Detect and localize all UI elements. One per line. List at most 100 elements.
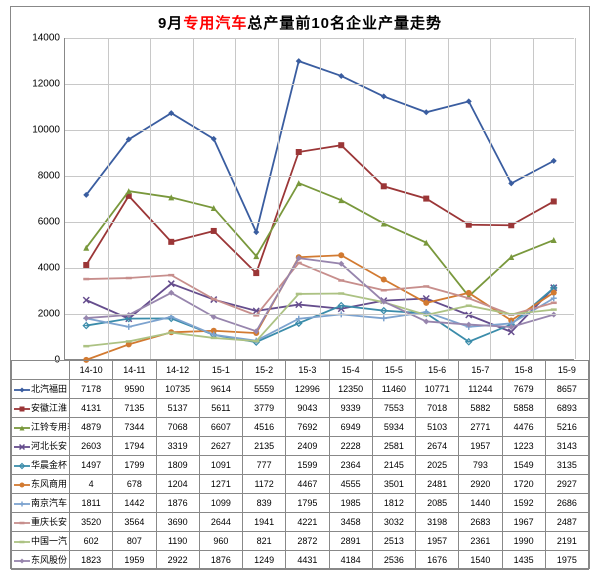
series-marker xyxy=(381,276,387,282)
table-cell: 1435 xyxy=(502,551,545,570)
series-marker xyxy=(338,252,344,258)
x-category: 15-4 xyxy=(329,361,372,380)
table-corner xyxy=(12,361,70,380)
table-cell: 7692 xyxy=(286,418,329,437)
table-cell: 1959 xyxy=(113,551,156,570)
series-name: 河北长安 xyxy=(31,441,67,451)
y-tick-label: 6000 xyxy=(16,217,60,228)
table-cell: 2481 xyxy=(416,475,459,494)
table-cell: 11460 xyxy=(372,380,415,399)
table-cell: 2191 xyxy=(545,532,588,551)
table-cell: 10735 xyxy=(156,380,199,399)
table-cell: 3779 xyxy=(243,399,286,418)
table-cell: 2920 xyxy=(459,475,502,494)
table-cell: 1099 xyxy=(199,494,242,513)
y-tick-label: 10000 xyxy=(16,125,60,136)
table-cell: 1975 xyxy=(545,551,588,570)
series-marker xyxy=(296,58,302,64)
table-cell: 1985 xyxy=(329,494,372,513)
table-cell: 1957 xyxy=(459,437,502,456)
table-cell: 2536 xyxy=(372,551,415,570)
table-cell: 1497 xyxy=(70,456,113,475)
x-category: 15-6 xyxy=(416,361,459,380)
table-cell: 4131 xyxy=(70,399,113,418)
gridline-v xyxy=(533,38,534,359)
table-cell: 1967 xyxy=(502,513,545,532)
table-cell: 2025 xyxy=(416,456,459,475)
x-category: 15-5 xyxy=(372,361,415,380)
table-cell: 1990 xyxy=(502,532,545,551)
data-table: 14-1014-1114-1215-115-215-315-415-515-61… xyxy=(11,360,589,570)
series-marker xyxy=(423,196,429,202)
chart-title: 9月专用汽车总产量前10名企业产量走势 xyxy=(0,12,600,33)
table-cell: 3143 xyxy=(545,437,588,456)
table-cell: 2603 xyxy=(70,437,113,456)
table-cell: 1876 xyxy=(199,551,242,570)
table-cell: 1799 xyxy=(113,456,156,475)
series-legend: 东风股份 xyxy=(12,551,70,570)
table-cell: 1812 xyxy=(372,494,415,513)
table-cell: 9590 xyxy=(113,380,156,399)
table-cell: 1204 xyxy=(156,475,199,494)
table-cell: 793 xyxy=(459,456,502,475)
table-cell: 5559 xyxy=(243,380,286,399)
series-marker xyxy=(381,308,387,314)
table-cell: 3198 xyxy=(416,513,459,532)
gridline-v xyxy=(448,38,449,359)
table-cell: 2891 xyxy=(329,532,372,551)
table-cell: 4 xyxy=(70,475,113,494)
x-category: 15-2 xyxy=(243,361,286,380)
x-category: 14-10 xyxy=(70,361,113,380)
table-cell: 3458 xyxy=(329,513,372,532)
table-cell: 9614 xyxy=(199,380,242,399)
x-category: 15-1 xyxy=(199,361,242,380)
table-cell: 2872 xyxy=(286,532,329,551)
series-marker xyxy=(423,109,429,115)
series-marker xyxy=(381,315,387,321)
gridline-v xyxy=(320,38,321,359)
table-row: 华晨金杯149717991809109177715992364214520257… xyxy=(12,456,589,475)
series-legend: 重庆长安 xyxy=(12,513,70,532)
table-cell: 9339 xyxy=(329,399,372,418)
series-name: 安徽江淮 xyxy=(31,403,67,413)
table-row: 东风商用467812041271117244674555350124812920… xyxy=(12,475,589,494)
table-cell: 1811 xyxy=(70,494,113,513)
series-name: 中国一汽 xyxy=(31,536,67,546)
table-cell: 4184 xyxy=(329,551,372,570)
series-marker xyxy=(381,183,387,189)
series-marker xyxy=(83,323,89,329)
series-legend: 南京汽车 xyxy=(12,494,70,513)
gridline-v xyxy=(193,38,194,359)
title-suffix: 总产量前10名企业产量走势 xyxy=(247,15,442,32)
table-cell: 6607 xyxy=(199,418,242,437)
table-cell: 5103 xyxy=(416,418,459,437)
table-row: 南京汽车181114421876109983917951985181220851… xyxy=(12,494,589,513)
table-cell: 5882 xyxy=(459,399,502,418)
x-category: 15-9 xyxy=(545,361,588,380)
table-cell: 2686 xyxy=(545,494,588,513)
table-cell: 7344 xyxy=(113,418,156,437)
gridline-v xyxy=(150,38,151,359)
series-marker xyxy=(423,300,429,306)
series-legend: 江铃专用车 xyxy=(12,418,70,437)
table-cell: 1795 xyxy=(286,494,329,513)
series-name: 北汽福田 xyxy=(31,384,67,394)
table-cell: 9043 xyxy=(286,399,329,418)
gridline-v xyxy=(490,38,491,359)
table-cell: 3564 xyxy=(113,513,156,532)
table-cell: 5934 xyxy=(372,418,415,437)
series-name: 华晨金杯 xyxy=(31,460,67,470)
table-cell: 6893 xyxy=(545,399,588,418)
table-cell: 1957 xyxy=(416,532,459,551)
table-cell: 2145 xyxy=(372,456,415,475)
table-cell: 3690 xyxy=(156,513,199,532)
title-highlight: 专用汽车 xyxy=(183,15,247,32)
series-legend: 河北长安 xyxy=(12,437,70,456)
table-cell: 6949 xyxy=(329,418,372,437)
x-category: 15-8 xyxy=(502,361,545,380)
series-name: 江铃专用车 xyxy=(31,422,70,432)
series-marker xyxy=(168,239,174,245)
table-cell: 4879 xyxy=(70,418,113,437)
table-cell: 2228 xyxy=(329,437,372,456)
table-cell: 1941 xyxy=(243,513,286,532)
